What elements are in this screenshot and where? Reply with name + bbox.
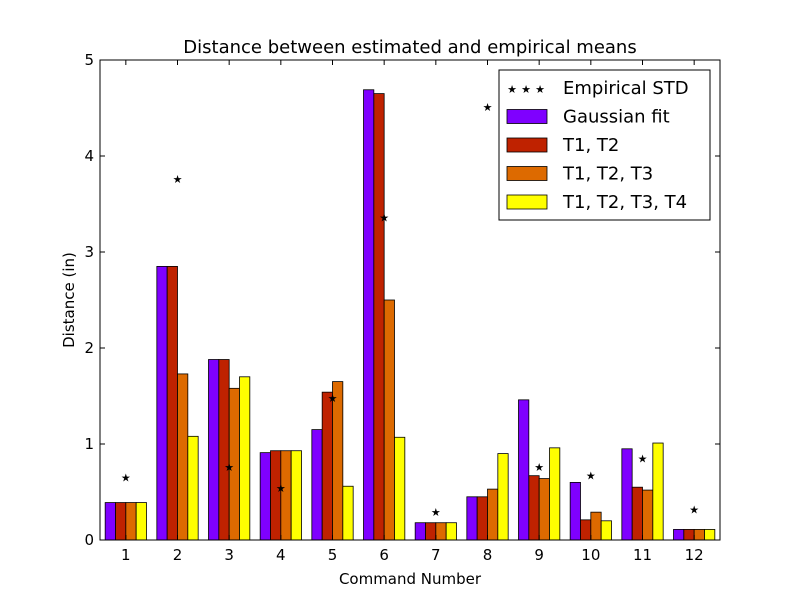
bar-4-11 [652,442,664,541]
bar-2-5 [321,391,333,541]
bar-4-2 [187,435,199,541]
bar-2-8 [476,496,488,541]
y-tick-label: 2 [84,339,94,357]
bar-2-4 [270,450,282,541]
bar-2-12 [683,529,695,541]
bar-3-10 [590,511,602,541]
x-tick-label: 12 [685,546,704,564]
legend-label-empirical-std: Empirical STD [563,78,689,99]
x-tick-label: 11 [633,546,652,564]
bar-1-11 [621,448,633,541]
bar-1-5 [311,429,323,541]
bar-1-7 [414,522,426,541]
bar-3-11 [642,489,654,541]
bar-1-12 [673,529,685,541]
y-tick-label: 0 [84,531,94,549]
x-tick-label: 4 [276,546,286,564]
bar-3-9 [538,478,550,541]
legend-label-2: T1, T2 [562,135,619,156]
bar-3-2 [177,373,189,541]
y-axis-label: Distance (in) [60,252,78,348]
legend-swatch-1 [506,109,548,124]
axes-frame [99,59,721,541]
x-tick-label: 1 [121,546,131,564]
bar-2-1 [115,502,127,541]
bar-3-7 [435,522,447,541]
x-tick-label: 10 [581,546,600,564]
std-marker-7: ★ [431,506,441,519]
bar-4-3 [239,376,251,541]
x-tick-label: 9 [534,546,544,564]
bar-2-7 [425,522,437,541]
bar-3-1 [125,502,137,541]
bar-3-8 [487,488,499,541]
x-tick-label: 7 [431,546,441,564]
legend-swatch-2 [506,137,548,153]
bar-2-11 [631,486,643,541]
bar-4-10 [600,520,612,541]
bar-2-2 [166,265,178,541]
bar-2-3 [218,359,230,541]
std-marker-4: ★ [276,482,286,495]
legend-label-3: T1, T2, T3 [562,164,653,185]
x-tick-label: 8 [483,546,493,564]
legend-label-1: Gaussian fit [563,107,670,128]
bar-1-6 [363,89,375,541]
bar-2-6 [373,93,385,541]
bar-3-12 [693,529,705,541]
y-tick-label: 1 [84,435,94,453]
y-tick-label: 4 [84,147,94,165]
bar-1-4 [259,452,271,541]
chart-title: Distance between estimated and empirical… [183,37,636,58]
legend-marker-star: ★ [507,83,517,96]
std-marker-3: ★ [224,461,234,474]
std-marker-1: ★ [121,472,131,485]
bar-1-1 [104,502,116,541]
std-marker-10: ★ [586,470,596,483]
bar-3-6 [383,299,395,541]
legend: ★ ★ ★ Empirical STD Gaussian fit T1, T2 T1, T2… [498,69,711,221]
legend-swatch-3 [506,166,548,181]
bar-2-10 [580,519,592,541]
std-marker-8: ★ [483,101,493,114]
bar-1-9 [518,399,530,541]
x-tick-label: 5 [328,546,338,564]
x-tick-label: 2 [173,546,183,564]
legend-marker-star: ★ [521,83,531,96]
bar-4-4 [290,450,302,541]
bar-4-8 [497,453,509,541]
bar-1-10 [569,481,581,541]
bar-4-9 [549,447,561,541]
std-marker-6: ★ [379,211,389,224]
bar-4-6 [394,436,406,541]
bar-1-2 [156,265,168,541]
bar-3-4 [280,450,292,541]
std-marker-9: ★ [534,461,544,474]
y-tick-label: 3 [84,243,94,261]
bar-4-5 [342,485,354,541]
bar-4-12 [704,529,716,541]
bar-1-3 [208,359,220,541]
legend-swatch-4 [506,194,548,210]
std-marker-5: ★ [328,392,338,405]
std-marker-11: ★ [638,452,648,465]
bar-2-9 [528,475,540,541]
std-marker-2: ★ [173,173,183,186]
x-tick-label: 6 [379,546,389,564]
bar-3-5 [332,381,344,541]
std-marker-12: ★ [689,503,699,516]
y-tick-label: 5 [84,51,94,69]
x-tick-label: 3 [224,546,234,564]
legend-marker-star: ★ [535,83,545,96]
bar-1-8 [466,496,478,541]
x-axis-label: Command Number [339,570,482,588]
bar-4-7 [445,522,457,541]
legend-label-4: T1, T2, T3, T4 [562,192,687,213]
bar-4-1 [135,502,147,541]
